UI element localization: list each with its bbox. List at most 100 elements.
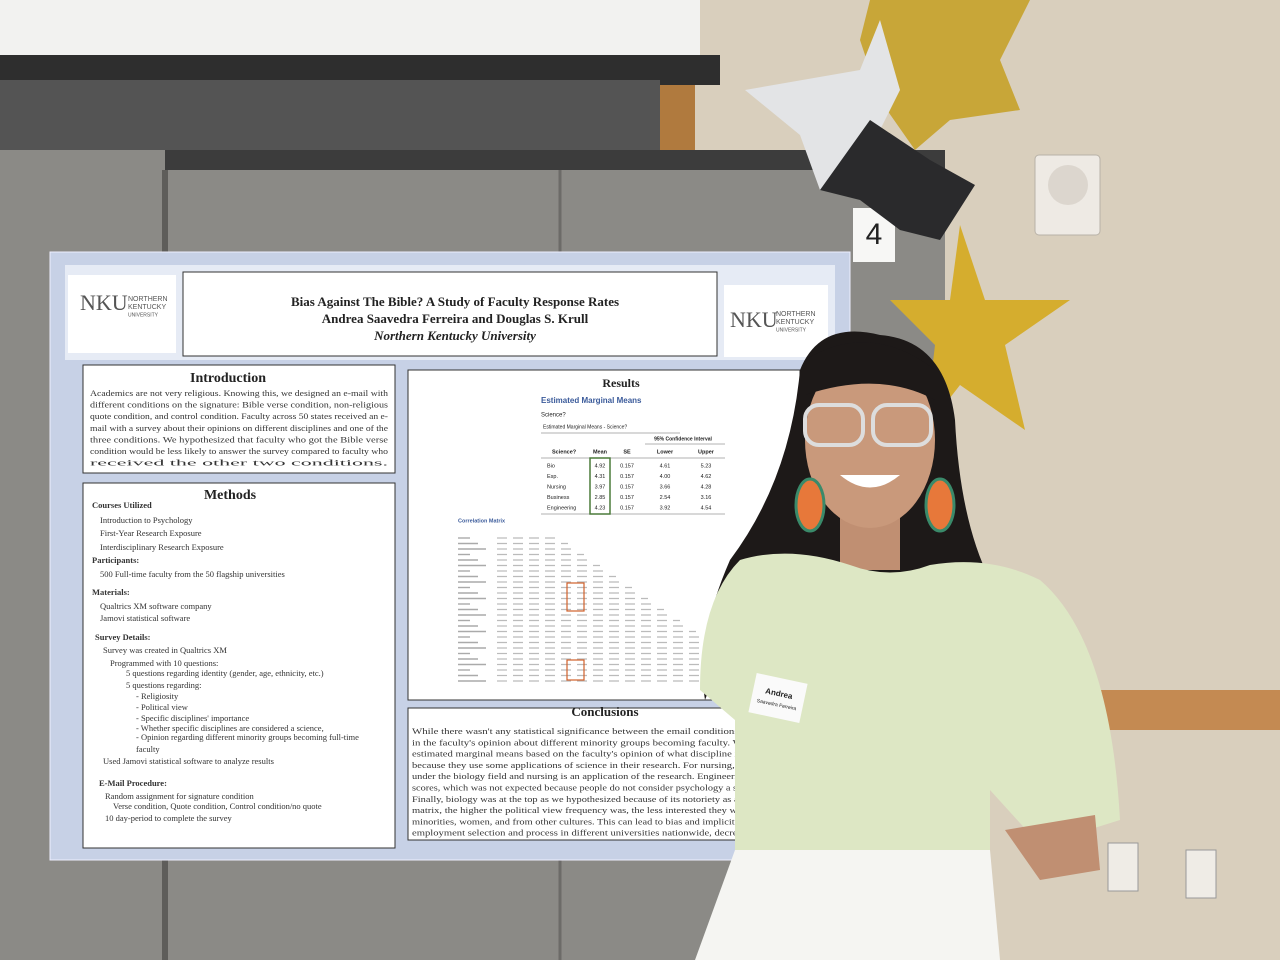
- table-cell: Esp.: [547, 474, 558, 480]
- wall-shadow: [0, 80, 660, 160]
- methods-line: Programmed with 10 questions:: [110, 658, 218, 668]
- table-cell: Business: [547, 495, 570, 501]
- table-cell: Engineering: [547, 505, 576, 511]
- methods-line: E-Mail Procedure:: [99, 778, 167, 788]
- methods-line: Interdisciplinary Research Exposure: [100, 542, 224, 552]
- methods-line: Qualtrics XM software company: [100, 601, 212, 611]
- intro-line: Academics are not very religious. Knowin…: [90, 388, 389, 398]
- balloon-black: [820, 120, 975, 240]
- booth-number: 4: [866, 218, 883, 251]
- title-box: [182, 271, 718, 357]
- table-cell: Bio: [547, 463, 555, 469]
- logo-text: NORTHERN: [776, 311, 816, 318]
- conclusions-line: While there wasn't any statistical signi…: [412, 726, 792, 736]
- highlight-box: [589, 457, 611, 515]
- logo-text: KENTUCKY: [128, 304, 166, 311]
- ci-header: 95% Confidence Interval: [654, 436, 712, 442]
- highlight-box: [566, 582, 585, 612]
- logo-text: UNIVERSITY: [776, 327, 807, 333]
- methods-line: Random assignment for signature conditio…: [105, 791, 254, 801]
- person: Andrea Saavedra Ferreira: [695, 331, 1120, 960]
- conclusions-line: in the faculty's opinion about different…: [412, 737, 792, 747]
- table-cell: 4.00: [660, 474, 671, 480]
- logo-text: UNIVERSITY: [128, 312, 159, 318]
- table-header: Science?: [552, 449, 577, 455]
- intro-line: condition would be less likely to answer…: [90, 446, 388, 456]
- face: [805, 352, 935, 528]
- logo-box: [724, 285, 828, 357]
- section-heading: Introduction: [190, 371, 266, 386]
- results-factor: Science?: [541, 413, 566, 419]
- table-cell: 4.62: [701, 474, 712, 480]
- logo-text: NORTHERN: [128, 296, 168, 303]
- methods-line: - Specific disciplines' importance: [136, 713, 249, 723]
- conclusions-line: scores, which was not expected because p…: [412, 782, 793, 792]
- methods-line: Jamovi statistical software: [100, 613, 190, 623]
- methods-line: 10 day-period to complete the survey: [105, 813, 233, 823]
- table-cell: 0.157: [620, 474, 634, 480]
- conclusions-box: [407, 707, 801, 841]
- blouse: [700, 553, 1120, 850]
- table-cell: 0.157: [620, 505, 634, 511]
- table-cell: 0.157: [620, 484, 634, 490]
- conclusions-text: While there wasn't any statistical signi…: [412, 726, 793, 838]
- conclusions-line: because they use some applications of sc…: [412, 760, 792, 770]
- methods-line: Survey was created in Qualtrics XM: [103, 645, 227, 655]
- earring: [794, 477, 826, 533]
- highlight-box: [566, 659, 585, 681]
- results-subheading: Estimated Marginal Means: [541, 396, 642, 405]
- balloon-gold: [860, 0, 1030, 150]
- table-cell: 2.85: [595, 495, 606, 501]
- glasses: [871, 403, 933, 447]
- intro-line: different conditions on the signature: B…: [90, 400, 388, 410]
- methods-line: Introduction to Psychology: [100, 515, 193, 525]
- methods-line: - Political view: [136, 702, 189, 712]
- table-cell: 3.92: [660, 505, 671, 511]
- results-table: Science? Mean SE Lower Upper Bio 4.92 0.157 4.61…: [541, 449, 725, 515]
- conclusions-line: Finally, biology was at the top as we hy…: [412, 794, 793, 804]
- intro-text: Academics are not very religious. Knowin…: [90, 388, 389, 468]
- table-cell: 3.66: [660, 484, 671, 490]
- conclusions-line: employment selection and process in diff…: [412, 828, 793, 838]
- wall-rail: [1100, 690, 1280, 730]
- logo: NKU NORTHERN KENTUCKY UNIVERSITY: [68, 275, 176, 353]
- section-heading: Conclusions: [571, 704, 638, 719]
- methods-line: Survey Details:: [95, 632, 151, 642]
- table-cell: 4.31: [595, 474, 606, 480]
- logo-mark: NKU: [730, 307, 778, 332]
- correlation-matrix: [458, 537, 720, 682]
- methods-line: - Religiosity: [136, 691, 179, 701]
- table-cell: 0.157: [620, 463, 634, 469]
- table-header: Mean: [593, 449, 608, 455]
- intro-line: received the other two conditions.: [90, 458, 388, 468]
- glasses: [803, 403, 865, 447]
- methods-line: Participants:: [92, 555, 139, 565]
- table-cell: 0.157: [620, 495, 634, 501]
- methods-line: 5 questions regarding identity (gender, …: [126, 668, 324, 678]
- arm: [1005, 815, 1100, 880]
- methods-line: Materials:: [92, 587, 130, 597]
- outlet: [1107, 842, 1139, 892]
- section-heading: Methods: [204, 488, 257, 503]
- poster-affiliation: Northern Kentucky University: [373, 328, 536, 343]
- table-cell: 3.16: [701, 495, 712, 501]
- logo-mark: NKU: [80, 290, 128, 315]
- table-cell: 2.54: [660, 495, 671, 501]
- table-cell: 5.23: [701, 463, 712, 469]
- skirt: [695, 850, 1000, 960]
- methods-line: - Opinion regarding different minority g…: [136, 732, 359, 742]
- table-cell: 4.92: [595, 463, 606, 469]
- table-cell: 4.23: [595, 505, 606, 511]
- intro-line: quote condition, and control condition. …: [90, 411, 388, 421]
- conclusions-line: estimated marginal means based on the fa…: [412, 749, 792, 759]
- results-table-title: Estimated Marginal Means - Science?: [543, 424, 627, 430]
- table-cell: 3.97: [595, 484, 606, 490]
- methods-line: Verse condition, Quote condition, Contro…: [113, 801, 322, 811]
- conclusions-line: matrix, the higher the political view fr…: [412, 805, 793, 815]
- section-heading: Results: [602, 376, 640, 390]
- intro-box: [82, 364, 396, 474]
- methods-line: 500 Full-time faculty from the 50 flagsh…: [100, 569, 285, 579]
- table-cell: 4.28: [701, 484, 712, 490]
